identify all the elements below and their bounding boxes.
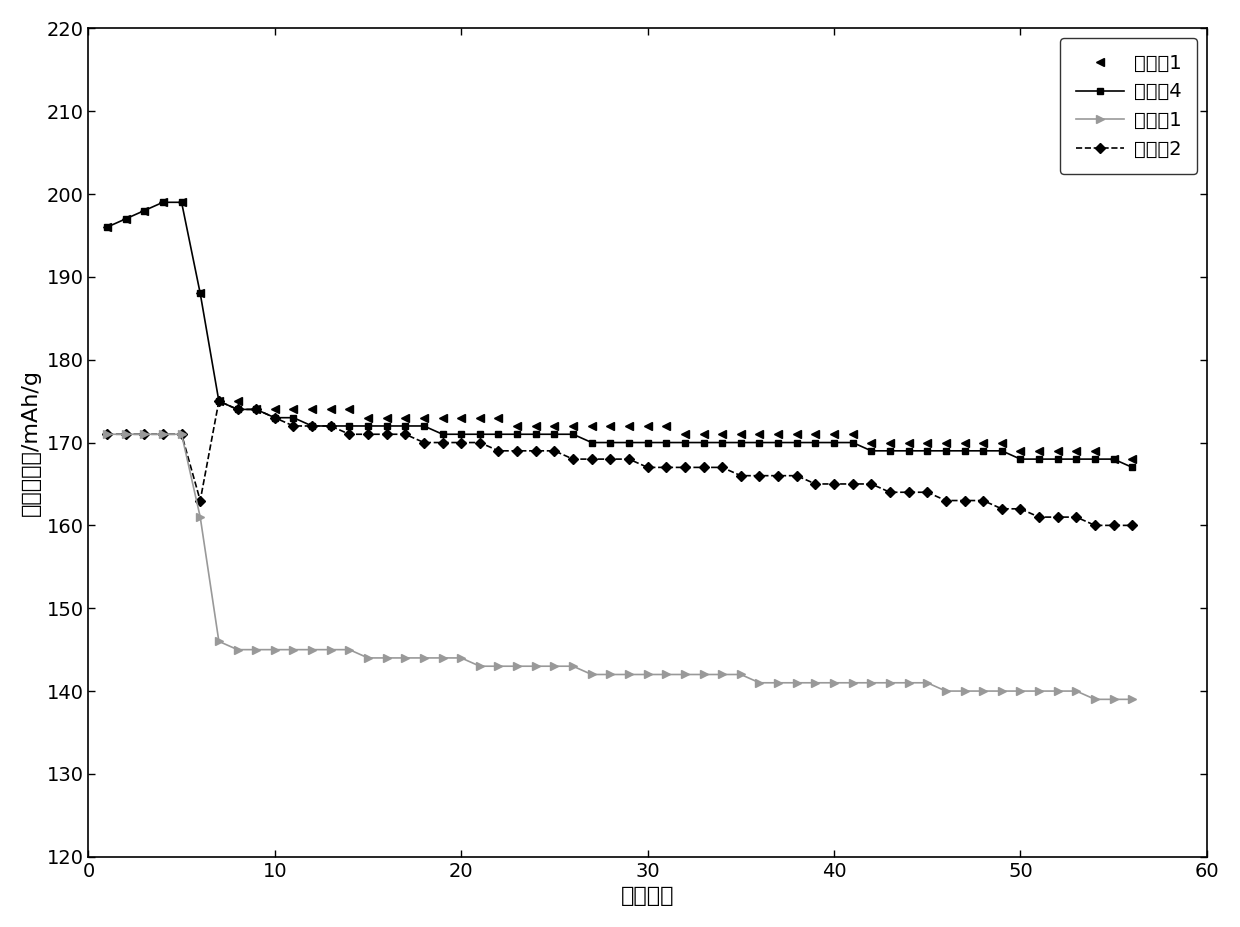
对比例2	[99, 428, 114, 439]
实施例1	[1125, 453, 1140, 464]
对比例1	[677, 669, 692, 680]
实施例4	[790, 437, 805, 448]
实施例1	[1106, 453, 1121, 464]
对比例2	[790, 470, 805, 481]
X-axis label: 循环次数: 循环次数	[621, 886, 675, 907]
对比例2	[212, 396, 227, 407]
Line: 对比例1: 对比例1	[103, 430, 1136, 704]
对比例2	[118, 428, 133, 439]
对比例1	[118, 428, 133, 439]
对比例2	[1125, 520, 1140, 531]
实施例4	[901, 445, 916, 456]
实施例4	[1125, 462, 1140, 473]
实施例1	[155, 197, 170, 208]
对比例2	[696, 462, 711, 473]
对比例1	[99, 428, 114, 439]
对比例1	[883, 678, 898, 689]
实施例1	[99, 222, 114, 233]
对比例2	[751, 470, 766, 481]
实施例1	[751, 428, 766, 439]
Legend: 实施例1, 实施例4, 对比例1, 对比例2: 实施例1, 实施例4, 对比例1, 对比例2	[1060, 38, 1197, 174]
对比例2	[1087, 520, 1102, 531]
实施例4	[751, 437, 766, 448]
实施例1	[491, 413, 506, 424]
实施例4	[155, 197, 170, 208]
实施例1	[790, 428, 805, 439]
实施例4	[118, 213, 133, 224]
实施例4	[99, 222, 114, 233]
对比例1	[771, 678, 786, 689]
实施例4	[696, 437, 711, 448]
Line: 实施例4: 实施例4	[104, 198, 1136, 471]
对比例1	[1125, 693, 1140, 705]
对比例1	[733, 669, 748, 680]
对比例2	[491, 445, 506, 456]
Line: 对比例2: 对比例2	[104, 398, 1136, 529]
Line: 实施例1: 实施例1	[103, 198, 1136, 464]
对比例2	[901, 487, 916, 498]
对比例1	[1087, 693, 1102, 705]
实施例1	[901, 437, 916, 448]
实施例1	[696, 428, 711, 439]
实施例1	[118, 213, 133, 224]
实施例4	[491, 428, 506, 439]
Y-axis label: 放电比容量/mAh/g: 放电比容量/mAh/g	[21, 369, 41, 516]
对比例1	[472, 661, 487, 672]
